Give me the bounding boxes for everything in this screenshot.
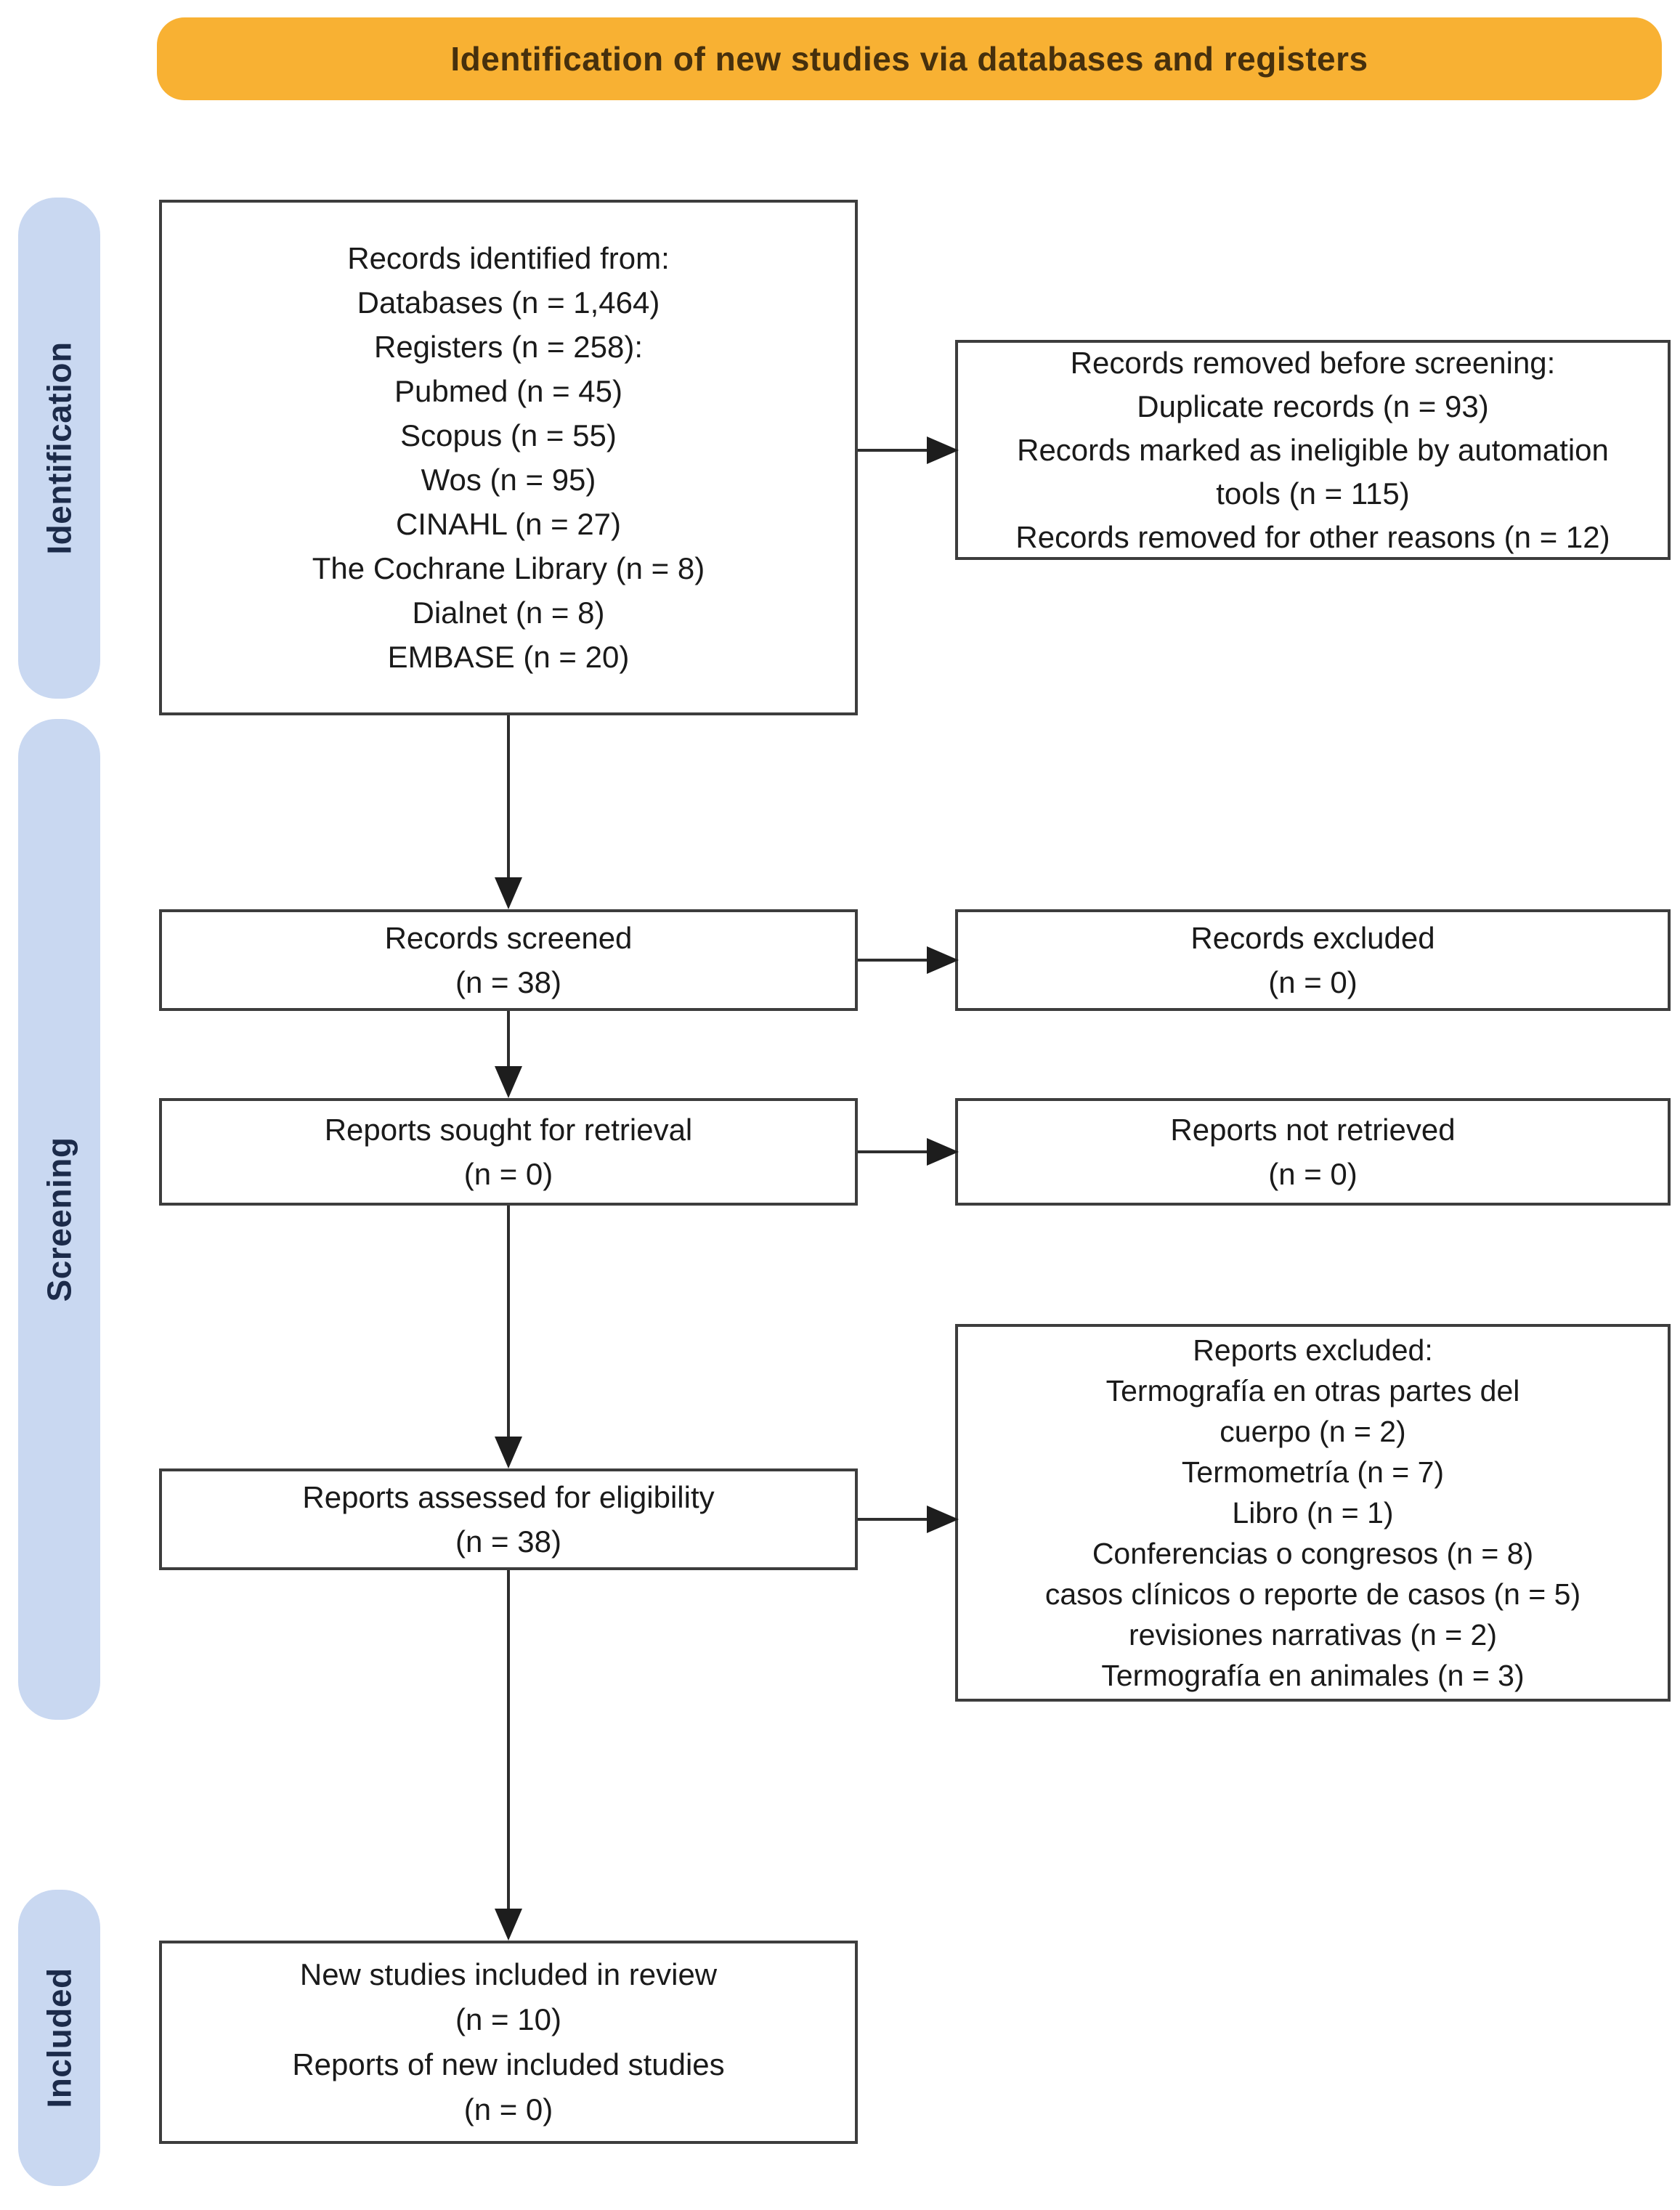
- box-text-line: Records marked as ineligible by automati…: [1017, 432, 1609, 467]
- box-text-line: (n = 10): [455, 2002, 561, 2036]
- box-text-line: Records excluded: [1190, 921, 1435, 955]
- box-text-line: Scopus (n = 55): [400, 418, 617, 452]
- box-reports-sought: Reports sought for retrieval (n = 0): [159, 1098, 858, 1206]
- arrow-down-head-icon: [495, 877, 522, 909]
- box-text-line: (n = 0): [463, 2092, 553, 2126]
- arrow-sought-to-assessed-line: [507, 1206, 510, 1439]
- box-text-line: Termometría (n = 7): [1181, 1455, 1445, 1489]
- box-text-line: Records screened: [384, 921, 633, 955]
- stage-label-text: Included: [40, 1967, 78, 2108]
- box-text-line: Records removed for other reasons (n = 1…: [1015, 519, 1610, 554]
- box-text-line: Records removed before screening:: [1070, 345, 1556, 380]
- box-text-line: Reports assessed for eligibility: [302, 1480, 715, 1514]
- arrow-down-head-icon: [495, 1066, 522, 1098]
- box-text-line: The Cochrane Library (n = 8): [312, 551, 705, 585]
- box-text-line: Libro (n = 1): [1232, 1496, 1394, 1529]
- box-text-line: CINAHL (n = 27): [395, 507, 622, 541]
- arrow-assessed-to-included-line: [507, 1570, 510, 1912]
- box-text-line: (n = 0): [1268, 965, 1358, 999]
- box-text-line: Reports not retrieved: [1170, 1113, 1456, 1147]
- arrow-right-head-icon: [927, 436, 959, 464]
- box-text-line: Wos (n = 95): [421, 463, 596, 497]
- box-new-studies-included: New studies included in review (n = 10) …: [159, 1941, 858, 2144]
- box-text-line: Pubmed (n = 45): [394, 374, 622, 408]
- arrow-down-head-icon: [495, 1909, 522, 1941]
- box-text-line: Reports of new included studies: [292, 2047, 725, 2081]
- box-text-line: (n = 38): [455, 1524, 561, 1559]
- box-text-line: casos clínicos o reporte de casos (n = 5…: [1044, 1577, 1581, 1611]
- box-text-line: (n = 38): [455, 965, 561, 999]
- box-reports-excluded: Reports excluded: Termografía en otras p…: [955, 1324, 1671, 1702]
- box-text-line: (n = 0): [1268, 1157, 1358, 1191]
- box-text-line: cuerpo (n = 2): [1220, 1415, 1406, 1448]
- arrow-down-head-icon: [495, 1437, 522, 1468]
- arrow-screened-to-sought-line: [507, 1011, 510, 1069]
- header-banner: Identification of new studies via databa…: [157, 17, 1662, 100]
- box-text-line: New studies included in review: [299, 1957, 718, 1991]
- box-text-line: Dialnet (n = 8): [412, 596, 605, 630]
- box-text-line: Reports sought for retrieval: [324, 1113, 693, 1147]
- arrow-identified-to-removed-line: [858, 449, 929, 452]
- box-records-screened: Records screened (n = 38): [159, 909, 858, 1011]
- arrow-assessed-to-reports-excluded-line: [858, 1518, 929, 1521]
- box-reports-not-retrieved: Reports not retrieved (n = 0): [955, 1098, 1671, 1206]
- box-text-line: Conferencias o congresos (n = 8): [1092, 1537, 1534, 1570]
- box-text-line: Registers (n = 258):: [373, 330, 643, 364]
- box-text-line: (n = 0): [463, 1157, 553, 1191]
- box-text-line: EMBASE (n = 20): [387, 640, 630, 674]
- stage-label-identification: Identification: [18, 198, 100, 699]
- box-text-line: Duplicate records (n = 93): [1137, 389, 1489, 423]
- box-reports-assessed: Reports assessed for eligibility (n = 38…: [159, 1468, 858, 1570]
- stage-label-screening: Screening: [18, 719, 100, 1720]
- arrow-identified-to-screened-line: [507, 715, 510, 880]
- box-text-line: tools (n = 115): [1216, 476, 1410, 511]
- box-text-line: Databases (n = 1,464): [357, 285, 660, 320]
- arrow-right-head-icon: [927, 1506, 959, 1533]
- header-title: Identification of new studies via databa…: [450, 40, 1368, 78]
- arrow-screened-to-excluded-line: [858, 959, 929, 962]
- arrow-right-head-icon: [927, 1138, 959, 1166]
- box-text-line: Termografía en otras partes del: [1105, 1374, 1520, 1407]
- box-text-line: Reports excluded:: [1193, 1333, 1433, 1367]
- stage-label-text: Screening: [40, 1137, 78, 1302]
- stage-label-text: Identification: [40, 341, 78, 555]
- arrow-right-head-icon: [927, 946, 959, 974]
- stage-label-included: Included: [18, 1890, 100, 2186]
- box-records-excluded: Records excluded (n = 0): [955, 909, 1671, 1011]
- box-text-line: Records identified from:: [347, 241, 670, 275]
- box-text-line: revisiones narrativas (n = 2): [1128, 1618, 1497, 1652]
- box-records-removed: Records removed before screening: Duplic…: [955, 340, 1671, 560]
- arrow-sought-to-not-retrieved-line: [858, 1150, 929, 1153]
- box-text-line: Termografía en animales (n = 3): [1101, 1659, 1525, 1692]
- box-records-identified: Records identified from: Databases (n = …: [159, 200, 858, 715]
